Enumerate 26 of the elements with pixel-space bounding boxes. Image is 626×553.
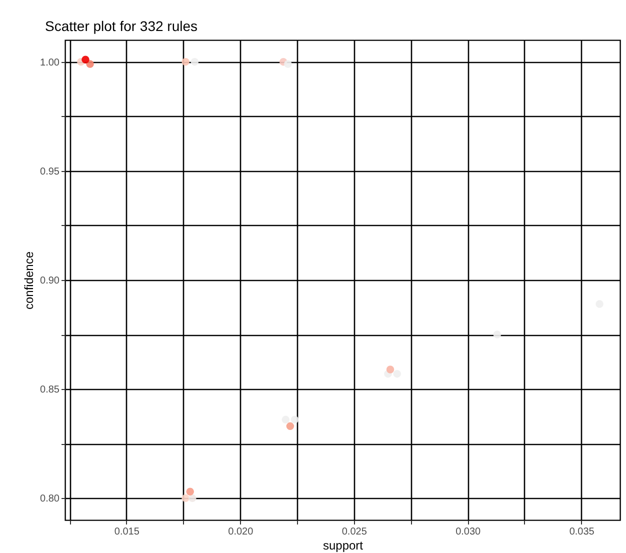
point bbox=[182, 58, 190, 66]
chart-title: Scatter plot for 332 rules bbox=[45, 18, 198, 34]
point bbox=[386, 366, 394, 374]
point bbox=[282, 416, 290, 424]
y-tick-label: 1.00 bbox=[40, 57, 60, 68]
point bbox=[284, 60, 292, 68]
y-axis-title: confidence bbox=[22, 251, 36, 310]
y-tick-label: 0.95 bbox=[40, 166, 60, 178]
point bbox=[286, 422, 294, 430]
x-tick-label: 0.030 bbox=[456, 526, 482, 538]
point bbox=[188, 494, 196, 502]
point bbox=[393, 370, 401, 378]
x-tick-label: 0.020 bbox=[228, 526, 254, 538]
point bbox=[186, 488, 194, 496]
y-tick-label: 0.80 bbox=[40, 494, 60, 505]
x-axis-title: support bbox=[322, 538, 364, 552]
point bbox=[190, 58, 199, 66]
x-tick-label: 0.015 bbox=[114, 526, 140, 538]
point bbox=[182, 494, 190, 502]
x-tick-label: 0.025 bbox=[342, 526, 368, 538]
y-tick-label: 0.85 bbox=[40, 384, 60, 396]
point bbox=[493, 330, 502, 338]
x-tick-label: 0.035 bbox=[569, 526, 595, 538]
y-tick-label: 0.90 bbox=[40, 276, 60, 286]
point bbox=[82, 56, 90, 64]
point bbox=[290, 416, 299, 424]
